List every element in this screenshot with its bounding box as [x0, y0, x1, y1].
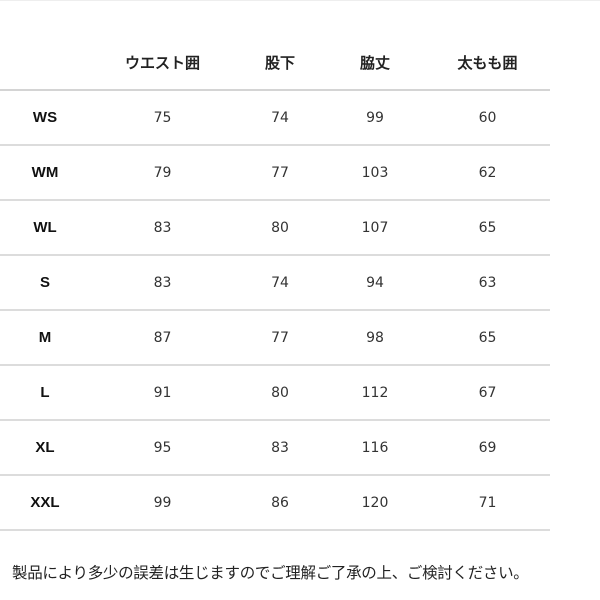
measurement-cell: 77 — [235, 310, 325, 366]
table-row: WS 75 74 99 60 — [0, 90, 550, 146]
measurement-cell: 99 — [90, 475, 235, 531]
header-measurement: 脇丈 — [325, 35, 425, 91]
size-label: WM — [0, 145, 90, 201]
measurement-cell: 103 — [325, 145, 425, 201]
top-divider — [0, 0, 600, 1]
measurement-cell: 86 — [235, 475, 325, 531]
measurement-cell: 69 — [425, 420, 550, 476]
size-label: L — [0, 365, 90, 421]
header-row: ウエスト囲 股下 脇丈 太もも囲 — [0, 35, 550, 91]
table-row: WM 79 77 103 62 — [0, 145, 550, 201]
size-label: S — [0, 255, 90, 311]
measurement-cell: 112 — [325, 365, 425, 421]
measurement-cell: 87 — [90, 310, 235, 366]
measurement-cell: 74 — [235, 90, 325, 146]
measurement-cell: 94 — [325, 255, 425, 311]
measurement-cell: 83 — [90, 255, 235, 311]
measurement-cell: 99 — [325, 90, 425, 146]
measurement-cell: 62 — [425, 145, 550, 201]
measurement-cell: 80 — [235, 365, 325, 421]
measurement-cell: 77 — [235, 145, 325, 201]
header-size — [0, 35, 90, 91]
measurement-cell: 80 — [235, 200, 325, 256]
measurement-cell: 75 — [90, 90, 235, 146]
size-label: XL — [0, 420, 90, 476]
table-row: XL 95 83 116 69 — [0, 420, 550, 476]
measurement-cell: 116 — [325, 420, 425, 476]
header-measurement: 太もも囲 — [425, 35, 550, 91]
table-row: M 87 77 98 65 — [0, 310, 550, 366]
size-label: XXL — [0, 475, 90, 531]
size-chart-table: ウエスト囲 股下 脇丈 太もも囲 WS 75 74 99 60 WM 79 77 103 62 WL 83 8… — [0, 35, 550, 531]
table-row: XXL 99 86 120 71 — [0, 475, 550, 531]
header-measurement: ウエスト囲 — [90, 35, 235, 91]
measurement-cell: 98 — [325, 310, 425, 366]
measurement-cell: 120 — [325, 475, 425, 531]
measurement-cell: 83 — [90, 200, 235, 256]
header-measurement: 股下 — [235, 35, 325, 91]
measurement-cell: 91 — [90, 365, 235, 421]
measurement-cell: 63 — [425, 255, 550, 311]
table-row: L 91 80 112 67 — [0, 365, 550, 421]
measurement-cell: 74 — [235, 255, 325, 311]
table-row: S 83 74 94 63 — [0, 255, 550, 311]
measurement-cell: 67 — [425, 365, 550, 421]
measurement-cell: 107 — [325, 200, 425, 256]
disclaimer-note: 製品により多少の誤差は生じますのでご理解ご了承の上、ご検討ください。 — [12, 564, 529, 582]
measurement-cell: 65 — [425, 200, 550, 256]
measurement-cell: 71 — [425, 475, 550, 531]
measurement-cell: 60 — [425, 90, 550, 146]
size-label: WS — [0, 90, 90, 146]
size-label: M — [0, 310, 90, 366]
measurement-cell: 65 — [425, 310, 550, 366]
measurement-cell: 83 — [235, 420, 325, 476]
measurement-cell: 79 — [90, 145, 235, 201]
measurement-cell: 95 — [90, 420, 235, 476]
table-row: WL 83 80 107 65 — [0, 200, 550, 256]
size-label: WL — [0, 200, 90, 256]
